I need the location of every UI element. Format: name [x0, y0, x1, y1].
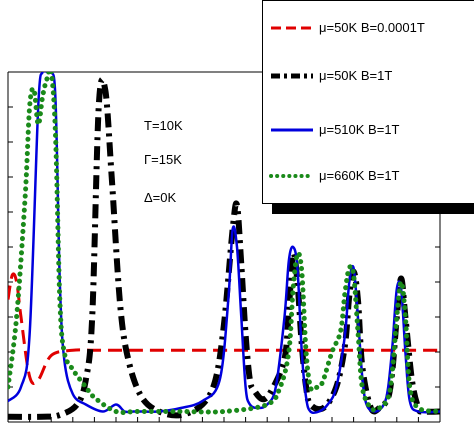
legend-swatch-2 — [271, 73, 313, 79]
series-line-4 — [8, 72, 440, 416]
legend-swatch-1 — [271, 26, 313, 30]
series-line-3 — [8, 72, 440, 415]
delta-annotation: Δ=0K — [144, 190, 177, 205]
legend-entry-3: μ=510K B=1T — [263, 119, 474, 141]
legend-entry-1: μ=50K B=0.0001T — [263, 17, 474, 39]
gamma-annotation: Γ=15K — [144, 152, 182, 167]
legend-swatch-4 — [269, 174, 315, 178]
legend-label-3: μ=510K B=1T — [319, 122, 400, 137]
legend-label-4: μ=660K B=1T — [319, 168, 400, 183]
legend-entry-2: μ=50K B=1T — [263, 65, 474, 87]
series-line-1 — [8, 272, 440, 385]
series-layer — [8, 72, 440, 420]
legend: μ=50K B=0.0001T μ=50K B=1T μ=510K B=1T μ… — [262, 0, 474, 204]
legend-label-2: μ=50K B=1T — [319, 68, 393, 83]
legend-swatch-3 — [271, 128, 313, 132]
legend-entry-4: μ=660K B=1T — [263, 165, 474, 187]
legend-label-1: μ=50K B=0.0001T — [319, 20, 425, 35]
temperature-annotation: T=10K — [144, 118, 183, 133]
